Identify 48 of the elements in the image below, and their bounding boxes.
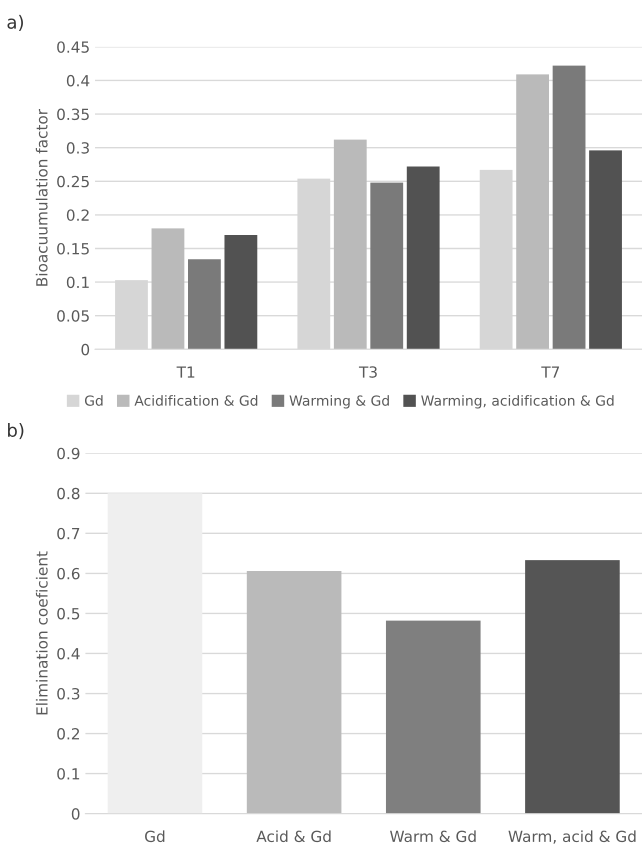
y-tick-label: 0.35 [57,108,89,120]
y-tick-label: 0.9 [57,448,80,460]
y-tick-label: 0.8 [57,488,80,500]
y-tick-label: 0.15 [57,242,89,255]
legend-label: Acidification & Gd [134,395,258,406]
y-tick-label: 0.45 [57,41,89,53]
y-tick-label: 0.3 [66,142,89,154]
bar [224,235,258,350]
x-tick-label: Warm, acid & Gd [508,830,636,844]
legend-label: Warming & Gd [290,395,389,409]
x-tick-label: Acid & Gd [256,830,331,842]
text: a) [8,14,23,31]
y-tick-label: 0.7 [57,528,80,540]
bar [108,493,202,814]
y-tick-label: 0.1 [66,276,89,288]
bar [386,620,481,814]
y-tick-label: 0.5 [57,608,80,620]
x-tick-label: T1 [176,366,194,378]
y-tick-label: 0.2 [66,209,89,221]
bar [188,259,221,350]
x-tick-label: Gd [145,830,164,842]
y-tick-label: 0.25 [57,176,89,188]
y-axis-title: Elimination coeficient [36,551,48,714]
bar [525,560,620,814]
y-tick-label: 0.1 [57,768,80,780]
y-tick-label: 0.4 [66,74,90,86]
text: b) [8,423,24,440]
x-tick-label: T3 [358,366,377,378]
bar [370,182,404,350]
y-tick-label: 0.3 [57,688,80,700]
y-tick-label: 0 [72,808,80,820]
legend-label: Gd [84,395,103,406]
y-tick-label: 0 [81,344,90,356]
bar [246,570,342,814]
legend-label: Warming, acidification & Gd [421,395,614,409]
bar [552,66,586,350]
y-tick-label: 0.05 [57,310,89,322]
bar [152,228,184,350]
x-tick-label: T7 [541,366,560,378]
x-tick-label: Warm & Gd [390,830,476,842]
bar [334,140,367,350]
y-axis-title: Bioacuumulation factor [36,108,48,286]
bar [406,166,440,350]
y-tick-label: 0.2 [57,728,79,740]
bar [589,150,622,350]
bar [516,74,550,350]
y-tick-label: 0.4 [57,648,80,660]
y-tick-label: 0.6 [57,568,80,580]
